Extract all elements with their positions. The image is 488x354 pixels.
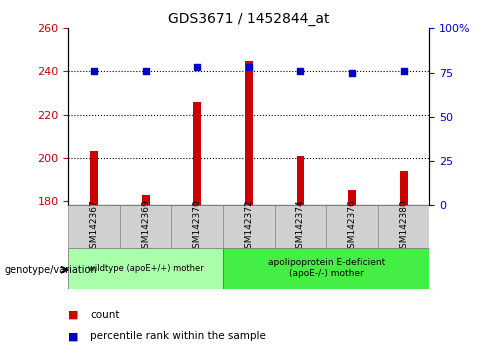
FancyBboxPatch shape xyxy=(223,205,275,248)
Point xyxy=(400,68,407,74)
Bar xyxy=(245,61,253,205)
Text: genotype/variation: genotype/variation xyxy=(5,265,98,275)
Bar xyxy=(142,195,150,205)
FancyBboxPatch shape xyxy=(326,205,378,248)
Text: wildtype (apoE+/+) mother: wildtype (apoE+/+) mother xyxy=(88,264,203,273)
Text: GSM142374: GSM142374 xyxy=(296,199,305,254)
Text: GSM142376: GSM142376 xyxy=(347,199,357,254)
FancyBboxPatch shape xyxy=(68,248,223,289)
Text: GSM142367: GSM142367 xyxy=(90,199,99,254)
Bar xyxy=(400,171,407,205)
Text: ■: ■ xyxy=(68,331,79,341)
Bar xyxy=(193,102,201,205)
FancyBboxPatch shape xyxy=(378,205,429,248)
Title: GDS3671 / 1452844_at: GDS3671 / 1452844_at xyxy=(168,12,329,26)
FancyBboxPatch shape xyxy=(223,248,429,289)
Text: count: count xyxy=(90,310,120,320)
FancyBboxPatch shape xyxy=(120,205,171,248)
Point xyxy=(297,68,305,74)
Text: GSM142369: GSM142369 xyxy=(141,199,150,254)
FancyBboxPatch shape xyxy=(68,205,120,248)
FancyBboxPatch shape xyxy=(275,205,326,248)
Point xyxy=(90,68,98,74)
Point xyxy=(348,70,356,75)
Text: GSM142370: GSM142370 xyxy=(193,199,202,254)
Text: GSM142380: GSM142380 xyxy=(399,199,408,254)
Point xyxy=(245,64,253,70)
Text: ■: ■ xyxy=(68,310,79,320)
Point xyxy=(193,64,201,70)
Text: percentile rank within the sample: percentile rank within the sample xyxy=(90,331,266,341)
Text: GSM142372: GSM142372 xyxy=(244,199,253,254)
Bar xyxy=(297,156,305,205)
Point xyxy=(142,68,150,74)
FancyBboxPatch shape xyxy=(171,205,223,248)
Bar xyxy=(348,190,356,205)
Text: apolipoprotein E-deficient
(apoE-/-) mother: apolipoprotein E-deficient (apoE-/-) mot… xyxy=(267,258,385,278)
Bar xyxy=(90,152,98,205)
